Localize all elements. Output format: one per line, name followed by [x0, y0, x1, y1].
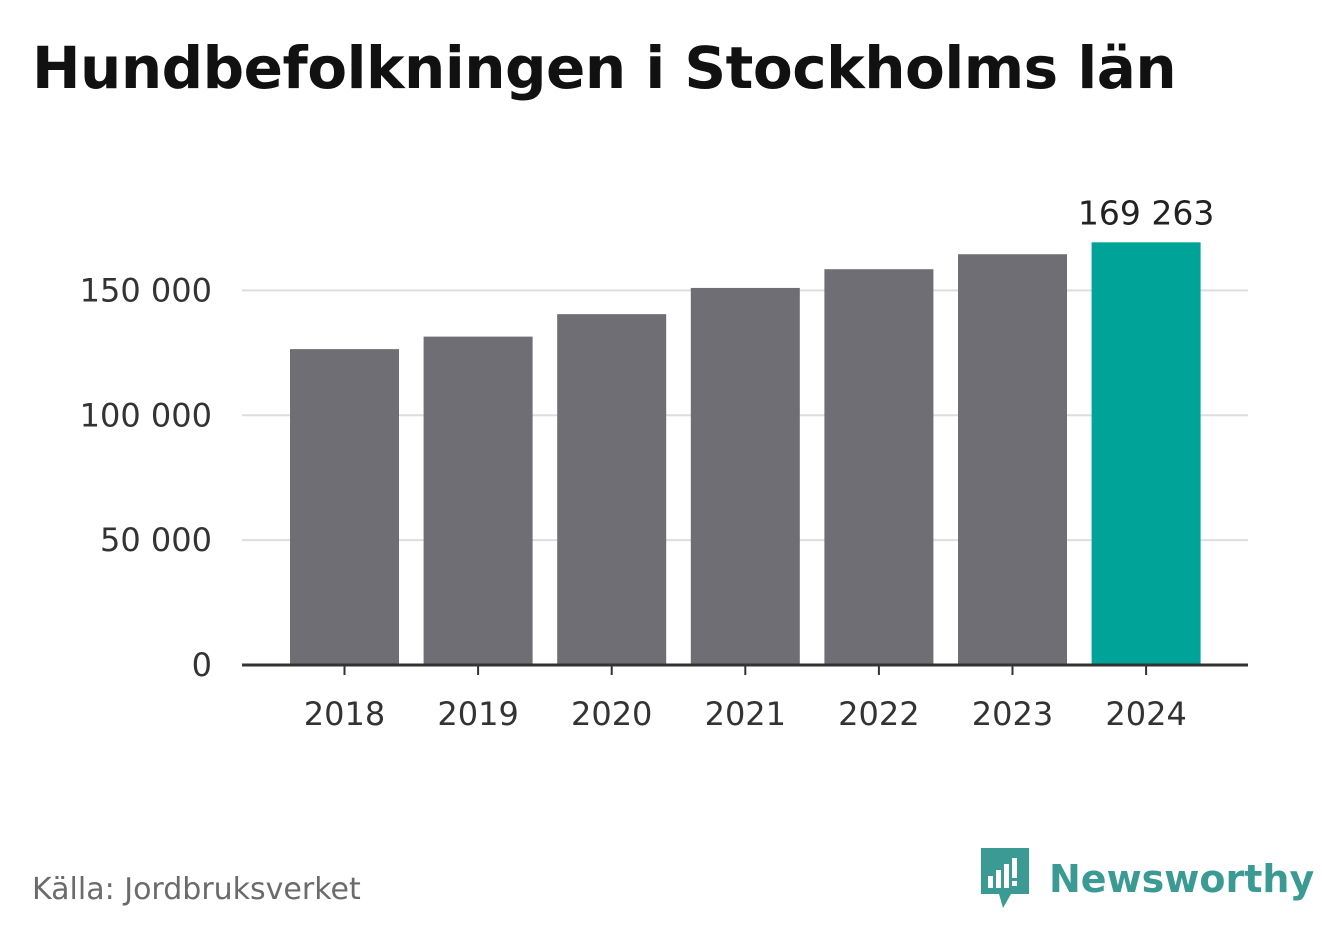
bar-2022	[824, 269, 934, 665]
y-tick-label: 50 000	[100, 521, 212, 559]
y-tick-label: 150 000	[80, 271, 212, 309]
bar-2019	[423, 336, 533, 665]
x-tick-label: 2022	[838, 695, 919, 733]
x-tick-label: 2019	[437, 695, 518, 733]
data-label-2024: 169 263	[1078, 193, 1214, 232]
bar-2023	[958, 254, 1067, 665]
source-note: Källa: Jordbruksverket	[32, 872, 361, 907]
bar-2020	[557, 314, 667, 665]
bars	[290, 242, 1201, 665]
x-tick-label: 2018	[304, 695, 385, 733]
x-tick-label: 2021	[705, 695, 786, 733]
data-labels: 169 263	[1078, 193, 1214, 232]
bar-2018	[290, 349, 399, 665]
y-tick-label: 100 000	[80, 396, 212, 434]
x-tick-label: 2020	[571, 695, 652, 733]
x-tick-label: 2023	[972, 695, 1053, 733]
bar-2024	[1091, 242, 1201, 665]
bar-chart: 0 50 000 100 000 150 000 2018 2019 2020 2021 202…	[80, 193, 1248, 733]
y-tick-label: 0	[192, 646, 212, 684]
newsworthy-logo-icon	[981, 848, 1029, 908]
chart-title: Hundbefolkningen i Stockholms län	[32, 34, 1177, 102]
x-tick-label: 2024	[1105, 695, 1186, 733]
brand-logo: Newsworthy	[981, 848, 1314, 910]
bar-2021	[690, 287, 800, 665]
brand-name: Newsworthy	[1049, 857, 1315, 901]
axes: 0 50 000 100 000 150 000 2018 2019 2020 2021 202…	[80, 271, 1248, 733]
